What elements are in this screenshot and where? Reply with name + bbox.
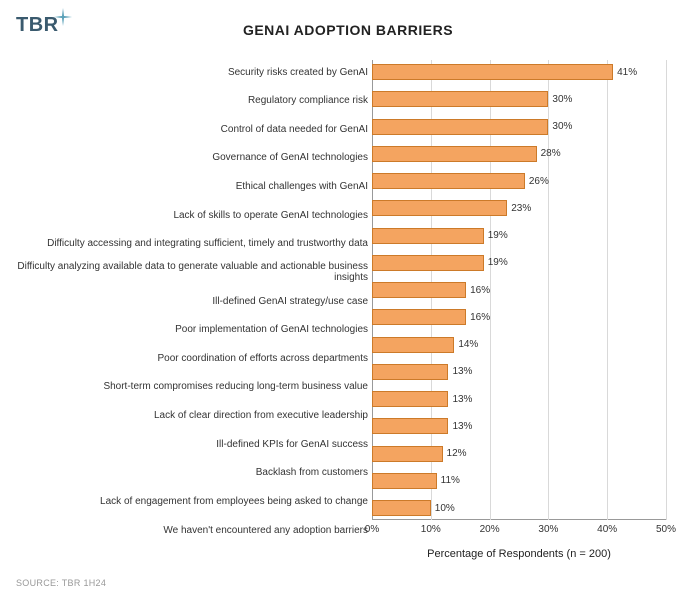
bar (372, 146, 537, 162)
bar (372, 173, 525, 189)
bar (372, 228, 484, 244)
value-label: 16% (466, 282, 490, 298)
value-label: 41% (613, 64, 637, 80)
category-label: Ill-defined GenAI strategy/use case (16, 293, 368, 309)
x-axis-label: Percentage of Respondents (n = 200) (372, 548, 666, 560)
chart-title: GENAI ADOPTION BARRIERS (0, 22, 696, 38)
bar (372, 309, 466, 325)
bar (372, 473, 437, 489)
plot-area: 41% 30% 30% 28% 26% 23% 19% 19% 16% 16% 14% 13% 13% 1… (372, 60, 666, 520)
chart-area: 41% 30% 30% 28% 26% 23% 19% 19% 16% 16% 14% 13% 13% 1… (16, 60, 666, 542)
x-tick-label: 50% (656, 524, 676, 535)
bar (372, 500, 431, 516)
bar (372, 337, 454, 353)
value-label: 26% (525, 173, 549, 189)
category-label: Lack of engagement from employees being … (16, 493, 368, 509)
bar (372, 91, 548, 107)
bar-row: 16% (372, 282, 666, 298)
bar-row: 12% (372, 446, 666, 462)
bar-row: 16% (372, 309, 666, 325)
category-label: Lack of skills to operate GenAI technolo… (16, 207, 368, 223)
bar-row: 28% (372, 146, 666, 162)
category-label: Poor implementation of GenAI technologie… (16, 322, 368, 338)
value-label: 23% (507, 200, 531, 216)
x-tick-label: 10% (421, 524, 441, 535)
bar (372, 446, 443, 462)
value-label: 30% (548, 91, 572, 107)
category-label: Lack of clear direction from executive l… (16, 408, 368, 424)
bar-row: 41% (372, 64, 666, 80)
x-ticks: 0%10%20%30%40%50% (372, 520, 666, 542)
source-text: SOURCE: TBR 1H24 (16, 578, 106, 588)
x-tick-label: 30% (538, 524, 558, 535)
bar-row: 26% (372, 173, 666, 189)
category-label: Short-term compromises reducing long-ter… (16, 379, 368, 395)
bar-row: 30% (372, 91, 666, 107)
bar-row: 23% (372, 200, 666, 216)
bar (372, 418, 448, 434)
bars-container: 41% 30% 30% 28% 26% 23% 19% 19% 16% 16% 14% 13% 13% 1… (372, 64, 666, 516)
bar (372, 119, 548, 135)
bar-row: 10% (372, 500, 666, 516)
bar-row: 14% (372, 337, 666, 353)
category-label: Poor coordination of efforts across depa… (16, 350, 368, 366)
x-tick-label: 0% (365, 524, 379, 535)
bar (372, 255, 484, 271)
bar-row: 19% (372, 228, 666, 244)
bar-row: 13% (372, 418, 666, 434)
category-label: Difficulty accessing and integrating suf… (16, 236, 368, 252)
bar (372, 364, 448, 380)
value-label: 12% (443, 446, 467, 462)
value-label: 30% (548, 119, 572, 135)
bar-row: 19% (372, 255, 666, 271)
value-label: 13% (448, 418, 472, 434)
bar (372, 200, 507, 216)
bar (372, 282, 466, 298)
value-label: 19% (484, 228, 508, 244)
value-label: 16% (466, 309, 490, 325)
category-label: We haven't encountered any adoption barr… (16, 522, 368, 538)
category-label: Regulatory compliance risk (16, 93, 368, 109)
bar-row: 13% (372, 391, 666, 407)
bar-row: 13% (372, 364, 666, 380)
category-labels: Security risks created by GenAI Regulator… (16, 64, 368, 538)
value-label: 28% (537, 146, 561, 162)
gridline (666, 60, 667, 520)
bar (372, 64, 613, 80)
category-label: Governance of GenAI technologies (16, 150, 368, 166)
category-label: Ethical challenges with GenAI (16, 179, 368, 195)
bar-row: 11% (372, 473, 666, 489)
value-label: 13% (448, 364, 472, 380)
x-tick-label: 40% (597, 524, 617, 535)
category-label: Backlash from customers (16, 465, 368, 481)
category-label: Security risks created by GenAI (16, 64, 368, 80)
category-label: Difficulty analyzing available data to g… (16, 264, 368, 280)
bar-row: 30% (372, 119, 666, 135)
value-label: 14% (454, 337, 478, 353)
x-tick-label: 20% (480, 524, 500, 535)
value-label: 19% (484, 255, 508, 271)
category-label: Control of data needed for GenAI (16, 121, 368, 137)
value-label: 13% (448, 391, 472, 407)
value-label: 10% (431, 500, 455, 516)
bar (372, 391, 448, 407)
category-label: Ill-defined KPIs for GenAI success (16, 436, 368, 452)
value-label: 11% (437, 473, 460, 489)
